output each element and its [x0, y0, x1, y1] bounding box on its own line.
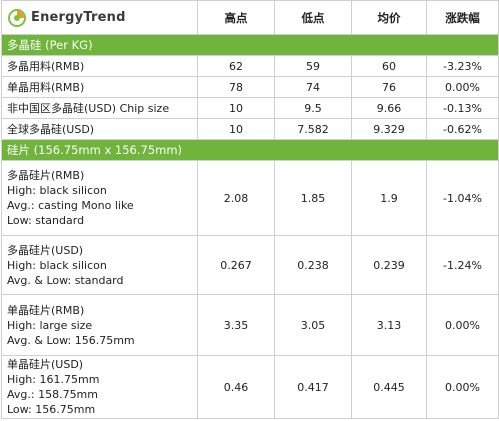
- cell-change: -1.04%: [426, 160, 499, 236]
- row-label: 单晶用料(RMB): [1, 76, 198, 98]
- section-title: 多晶硅 (Per KG): [1, 34, 499, 56]
- cell-change: -1.24%: [426, 235, 499, 295]
- col-header-high: 高点: [197, 0, 275, 35]
- col-header-low: 低点: [274, 0, 352, 35]
- col-header-avg: 均价: [351, 0, 427, 35]
- cell-avg: 76: [351, 76, 427, 98]
- table-row: 单晶用料(RMB) 78 74 76 0.00%: [1, 76, 499, 98]
- cell-change: -3.23%: [426, 55, 499, 77]
- cell-avg: 9.66: [351, 97, 427, 119]
- table-row: 全球多晶硅(USD) 10 7.582 9.329 -0.62%: [1, 118, 499, 140]
- row-label: 全球多晶硅(USD): [1, 118, 198, 140]
- cell-high: 10: [197, 118, 275, 140]
- cell-change: 0.00%: [426, 355, 499, 419]
- cell-high: 0.46: [197, 355, 275, 419]
- cell-high: 0.267: [197, 235, 275, 295]
- cell-low: 0.417: [274, 355, 352, 419]
- cell-change: 0.00%: [426, 76, 499, 98]
- cell-low: 3.05: [274, 294, 352, 356]
- table-row: 多晶硅片(USD) High: black silicon Avg. & Low…: [1, 235, 499, 295]
- row-label: 多晶硅片(RMB) High: black silicon Avg.: cast…: [1, 160, 198, 236]
- cell-low: 74: [274, 76, 352, 98]
- cell-avg: 9.329: [351, 118, 427, 140]
- cell-low: 7.582: [274, 118, 352, 140]
- table-row: 单晶硅片(RMB) High: large size Avg. & Low: 1…: [1, 294, 499, 356]
- cell-avg: 60: [351, 55, 427, 77]
- cell-avg: 3.13: [351, 294, 427, 356]
- table-row: 单晶硅片(USD) High: 161.75mm Avg.: 158.75mm …: [1, 355, 499, 419]
- row-label: 多晶用料(RMB): [1, 55, 198, 77]
- cell-high: 62: [197, 55, 275, 77]
- cell-change: 0.00%: [426, 294, 499, 356]
- row-label: 单晶硅片(RMB) High: large size Avg. & Low: 1…: [1, 294, 198, 356]
- cell-high: 78: [197, 76, 275, 98]
- cell-avg: 0.445: [351, 355, 427, 419]
- table-row: 非中国区多晶硅(USD) Chip size 10 9.5 9.66 -0.13…: [1, 97, 499, 119]
- cell-low: 1.85: [274, 160, 352, 236]
- cell-avg: 1.9: [351, 160, 427, 236]
- energytrend-logo: EnergyTrend: [8, 8, 193, 27]
- cell-change: -0.13%: [426, 97, 499, 119]
- section-row-polysilicon: 多晶硅 (Per KG): [1, 34, 499, 56]
- logo-text: EnergyTrend: [31, 10, 126, 25]
- table-row: 多晶硅片(RMB) High: black silicon Avg.: cast…: [1, 160, 499, 236]
- cell-change: -0.62%: [426, 118, 499, 140]
- cell-low: 59: [274, 55, 352, 77]
- cell-low: 9.5: [274, 97, 352, 119]
- table-row: 多晶用料(RMB) 62 59 60 -3.23%: [1, 55, 499, 77]
- cell-high: 10: [197, 97, 275, 119]
- row-label: 多晶硅片(USD) High: black silicon Avg. & Low…: [1, 235, 198, 295]
- cell-high: 3.35: [197, 294, 275, 356]
- col-header-change: 涨跌幅: [426, 0, 499, 35]
- table-header-row: EnergyTrend 高点 低点 均价 涨跌幅: [1, 0, 499, 35]
- section-title: 硅片 (156.75mm x 156.75mm): [1, 139, 499, 161]
- row-label: 单晶硅片(USD) High: 161.75mm Avg.: 158.75mm …: [1, 355, 198, 419]
- logo-cell: EnergyTrend: [1, 0, 198, 35]
- cell-low: 0.238: [274, 235, 352, 295]
- energytrend-logo-icon: [8, 8, 26, 27]
- cell-avg: 0.239: [351, 235, 427, 295]
- row-label: 非中国区多晶硅(USD) Chip size: [1, 97, 198, 119]
- section-row-wafer: 硅片 (156.75mm x 156.75mm): [1, 139, 499, 161]
- cell-high: 2.08: [197, 160, 275, 236]
